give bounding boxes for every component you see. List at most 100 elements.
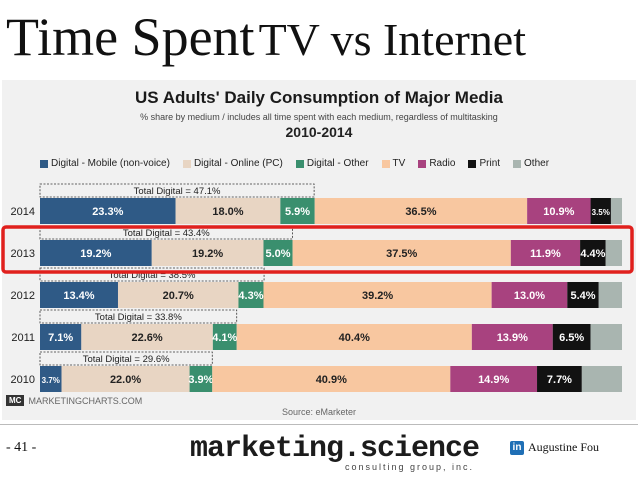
data-label-2012-mobile: 13.4%: [63, 290, 94, 302]
bar-2012-tv: [263, 282, 492, 308]
bar-2014-digital-other: [280, 198, 315, 224]
bar-2011-radio: [471, 324, 553, 350]
chart-period: 2010-2014: [285, 124, 353, 140]
bar-2010-online: [61, 366, 190, 392]
company-tagline: consulting group, inc.: [345, 462, 475, 472]
bar-2012-other: [598, 282, 622, 308]
slide-title-sub: TV vs Internet: [258, 14, 526, 65]
data-label-2014-digital-other: 5.9%: [285, 206, 310, 218]
data-label-2011-mobile: 7.1%: [48, 332, 73, 344]
linkedin-icon[interactable]: in: [510, 440, 524, 455]
legend-swatch-mobile: [40, 159, 48, 168]
legend-item-radio: Radio: [418, 158, 455, 169]
bar-2010-radio: [450, 366, 538, 392]
data-label-2010-print: 7.7%: [547, 374, 572, 386]
year-label-2014: 2014: [11, 206, 35, 218]
legend-swatch-tv: [381, 159, 390, 168]
bar-2014-other: [610, 198, 622, 224]
data-label-2013-tv: 37.5%: [386, 248, 417, 260]
data-label-2010-digital-other: 3.9%: [188, 374, 213, 386]
legend-label-print: Print: [479, 158, 501, 169]
data-label-2014-mobile: 23.3%: [92, 206, 123, 218]
bar-2010-print: [537, 366, 582, 392]
data-label-2010-online: 22.0%: [110, 374, 141, 386]
bar-2011-other: [590, 324, 622, 350]
legend-label-other: Other: [524, 158, 550, 169]
data-label-2011-print: 6.5%: [559, 332, 584, 344]
legend-item-digital-other: Digital - Other: [295, 158, 369, 169]
author[interactable]: in Augustine Fou: [510, 440, 599, 455]
data-label-2012-online: 20.7%: [163, 290, 194, 302]
slide-title: Time Spent TV vs Internet: [6, 2, 636, 72]
legend-item-tv: TV: [381, 158, 406, 169]
slide-title-main: Time Spent: [6, 7, 255, 67]
bar-2010-mobile: [40, 366, 62, 392]
bar-2013-other: [605, 240, 622, 266]
data-label-2013-digital-other: 5.0%: [265, 248, 290, 260]
data-label-2014-print: 3.5%: [592, 208, 610, 217]
legend-swatch-online: [182, 159, 191, 168]
bar-2011-tv: [236, 324, 472, 350]
data-label-2014-tv: 36.5%: [405, 206, 436, 218]
marketingcharts-name: MARKETINGCHARTS.COM: [28, 395, 143, 406]
chart-subtitle: % share by medium / includes all time sp…: [140, 112, 498, 122]
year-label-2011: 2011: [11, 332, 35, 344]
bar-2013-tv: [292, 240, 511, 266]
data-label-2013-mobile: 19.2%: [80, 248, 111, 260]
bar-2011-mobile: [40, 324, 82, 350]
bar-2013-digital-other: [263, 240, 293, 266]
data-label-2013-online: 19.2%: [192, 248, 223, 260]
total-digital-box-2011: [39, 309, 238, 324]
legend-label-tv: TV: [392, 158, 406, 169]
year-label-2010: 2010: [11, 374, 35, 386]
bar-2012-radio: [491, 282, 568, 308]
bar-2014-print: [590, 198, 611, 224]
total-digital-label-2010: Total Digital = 29.6%: [83, 354, 170, 365]
bar-2014-tv: [314, 198, 528, 224]
data-label-2012-radio: 13.0%: [514, 290, 545, 302]
legend-swatch-print: [468, 159, 477, 168]
legend-item-print: Print: [468, 158, 500, 169]
total-digital-label-2014: Total Digital = 47.1%: [134, 186, 221, 197]
total-digital-label-2011: Total Digital = 33.8%: [95, 312, 182, 323]
data-label-2012-tv: 39.2%: [362, 290, 393, 302]
legend-item-online: Digital - Online (PC): [182, 158, 283, 169]
total-digital-box-2010: [39, 351, 213, 366]
data-label-2013-radio: 11.9%: [530, 248, 561, 260]
bar-2011-online: [81, 324, 213, 350]
total-digital-box-2014: [39, 183, 315, 198]
legend-item-mobile: Digital - Mobile (non-voice): [40, 158, 170, 169]
bar-2014-mobile: [40, 198, 176, 224]
bar-2014-online: [175, 198, 281, 224]
year-label-2012: 2012: [11, 290, 35, 302]
legend-label-radio: Radio: [429, 158, 456, 169]
chart-legend: Digital - Mobile (non-voice) Digital - On…: [40, 158, 562, 169]
bar-2012-online: [117, 282, 239, 308]
bar-2011-print: [552, 324, 591, 350]
total-digital-box-2012: [39, 267, 265, 282]
marketingcharts-logo: MC: [6, 395, 25, 406]
data-label-2010-mobile: 3.7%: [42, 376, 60, 385]
bar-2010-other: [581, 366, 622, 392]
bar-2012-digital-other: [238, 282, 264, 308]
year-label-2013: 2013: [11, 248, 35, 260]
bar-2012-mobile: [40, 282, 118, 308]
data-label-2011-online: 22.6%: [131, 332, 162, 344]
chart-title: US Adults' Daily Consumption of Major Me…: [135, 88, 503, 107]
legend-item-other: Other: [513, 158, 549, 169]
bar-2013-print: [580, 240, 606, 266]
legend-label-mobile: Digital - Mobile (non-voice): [51, 158, 170, 169]
data-label-2013-print: 4.4%: [580, 248, 605, 260]
bar-2010-digital-other: [189, 366, 213, 392]
company-logo: marketing.science: [190, 432, 480, 466]
author-name: Augustine Fou: [528, 440, 600, 454]
bar-2014-radio: [527, 198, 591, 224]
bar-2012-print: [567, 282, 599, 308]
legend-swatch-other: [513, 159, 522, 168]
bar-2013-online: [151, 240, 264, 266]
legend-swatch-radio: [418, 159, 427, 168]
footer-divider: [0, 424, 638, 425]
page-number: - 41 -: [6, 440, 37, 455]
data-label-2014-online: 18.0%: [212, 206, 243, 218]
